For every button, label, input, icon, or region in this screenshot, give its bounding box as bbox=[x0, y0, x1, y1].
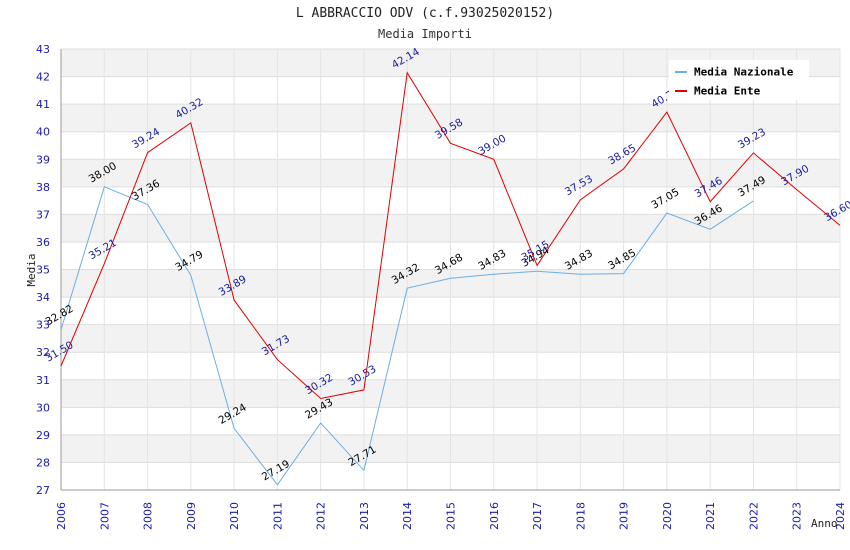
x-tick-label: 2006 bbox=[55, 502, 68, 530]
x-tick-label: 2024 bbox=[834, 502, 847, 530]
x-tick-label: 2017 bbox=[531, 502, 544, 530]
x-axis-label: Anno bbox=[811, 517, 838, 530]
y-tick-label: 35 bbox=[36, 264, 50, 277]
x-tick-label: 2007 bbox=[98, 502, 111, 530]
x-tick-label: 2014 bbox=[401, 502, 414, 530]
y-tick-label: 33 bbox=[36, 319, 50, 332]
y-tick-label: 42 bbox=[36, 71, 50, 84]
y-tick-label: 28 bbox=[36, 456, 50, 469]
y-tick-label: 38 bbox=[36, 181, 50, 194]
x-tick-label: 2010 bbox=[228, 502, 241, 530]
y-tick-label: 30 bbox=[36, 401, 50, 414]
y-axis-label: Media bbox=[25, 253, 38, 286]
legend-entry: Media Ente bbox=[694, 85, 761, 98]
x-tick-label: 2021 bbox=[704, 502, 717, 530]
chart-subtitle: Media Importi bbox=[378, 27, 472, 41]
x-tick-label: 2013 bbox=[358, 502, 371, 530]
legend-entry: Media Nazionale bbox=[694, 66, 794, 79]
y-tick-label: 27 bbox=[36, 484, 50, 497]
series-line-media-ente bbox=[60, 71, 841, 400]
x-tick-label: 2018 bbox=[574, 502, 587, 530]
x-tick-label: 2020 bbox=[661, 502, 674, 530]
y-tick-label: 29 bbox=[36, 429, 50, 442]
x-tick-label: 2009 bbox=[185, 502, 198, 530]
legend-box bbox=[669, 60, 809, 100]
y-tick-label: 39 bbox=[36, 153, 50, 166]
series-line-media-nazionale bbox=[60, 186, 754, 486]
x-axis-ticks: 2006 2007 2008 2009 2010 2011 2012 2013 2014 2015… bbox=[55, 502, 847, 530]
y-tick-label: 41 bbox=[36, 98, 50, 111]
x-tick-label: 2008 bbox=[142, 502, 155, 530]
x-tick-label: 2019 bbox=[618, 502, 631, 530]
x-tick-label: 2016 bbox=[488, 502, 501, 530]
y-tick-label: 36 bbox=[36, 236, 50, 249]
x-tick-label: 2011 bbox=[271, 502, 284, 530]
chart-title: L ABBRACCIO ODV (c.f.93025020152) bbox=[295, 6, 555, 21]
y-tick-label: 37 bbox=[36, 208, 50, 221]
x-tick-label: 2023 bbox=[791, 502, 804, 530]
y-tick-label: 40 bbox=[36, 126, 50, 139]
x-tick-label: 2015 bbox=[445, 502, 458, 530]
y-tick-label: 31 bbox=[36, 374, 50, 387]
y-tick-label: 34 bbox=[36, 291, 50, 304]
x-tick-label: 2012 bbox=[315, 502, 328, 530]
grid-lines bbox=[60, 48, 841, 491]
series-lines bbox=[60, 71, 841, 486]
y-axis-ticks: 27 28 29 30 31 32 33 34 35 36 37 38 39 40 41 42 43 bbox=[36, 43, 50, 497]
y-tick-label: 43 bbox=[36, 43, 50, 56]
legend: Media Nazionale Media Ente bbox=[669, 60, 809, 100]
y-tick-label: 32 bbox=[36, 346, 50, 359]
x-tick-label: 2022 bbox=[747, 502, 760, 530]
